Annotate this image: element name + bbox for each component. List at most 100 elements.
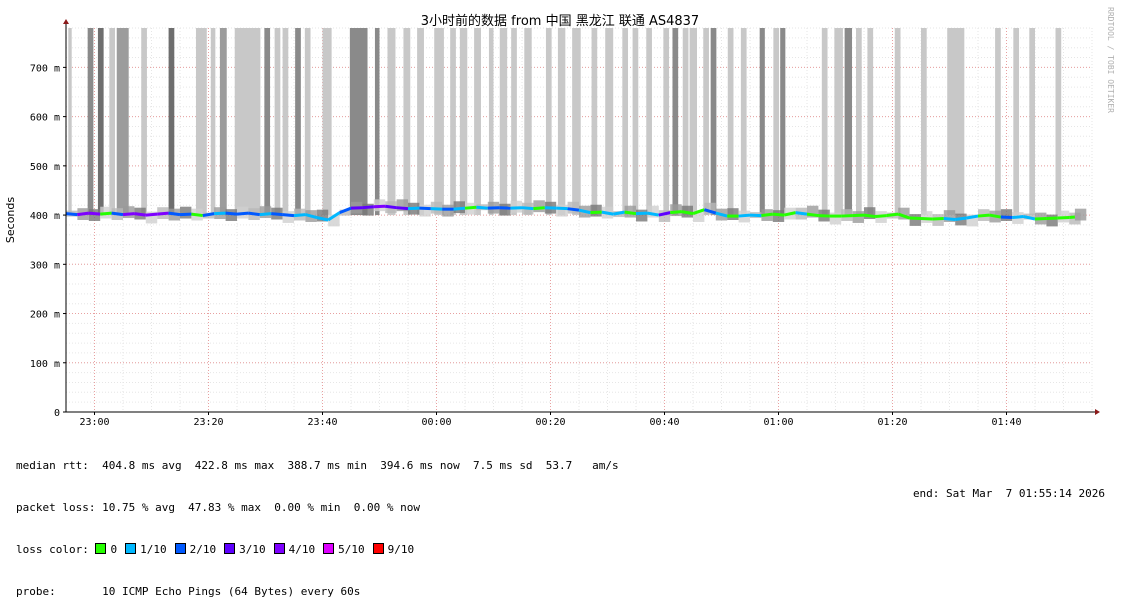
median-segment: [533, 208, 544, 209]
loss-spike: [663, 28, 669, 215]
loss-spike: [524, 28, 531, 215]
median-segment: [602, 212, 613, 214]
loss-spike: [275, 28, 281, 215]
loss-spike: [690, 28, 697, 215]
y-tick-label: 300 m: [30, 260, 60, 271]
loss-spike: [867, 28, 873, 215]
loss-spike: [728, 28, 734, 215]
loss-spike: [434, 28, 444, 215]
loss-swatch: [274, 543, 285, 554]
loss-swatch: [175, 543, 186, 554]
median-segment: [385, 206, 396, 207]
smoke-bar: [636, 210, 647, 222]
loss-spike: [117, 28, 129, 215]
loss-legend-item: 9/10: [373, 543, 415, 556]
end-time-row: end: Sat Mar 7 01:55:14 2026: [900, 473, 1105, 501]
loss-spike: [403, 28, 410, 215]
median-segment: [476, 207, 487, 208]
y-tick-label: 700 m: [30, 63, 60, 74]
loss-spike: [489, 28, 494, 215]
median-segment: [112, 213, 123, 214]
loss-spike: [622, 28, 628, 215]
loss-spike: [834, 28, 843, 215]
loss-spike: [295, 28, 301, 215]
x-tick-label: 23:40: [307, 417, 337, 428]
smoke-bar: [921, 211, 932, 223]
loss-color-label: loss color:: [16, 543, 89, 556]
loss-spike: [350, 28, 368, 215]
median-segment: [875, 216, 886, 217]
median-segment: [761, 214, 772, 215]
median-segment: [670, 212, 681, 213]
median-segment: [989, 215, 1000, 217]
rrdtool-watermark: RRDTOOL / TOBI OETIKER: [1106, 7, 1115, 113]
loss-legend-item: 3/10: [224, 543, 266, 556]
y-tick-label: 100 m: [30, 359, 60, 370]
loss-spike: [633, 28, 639, 215]
smoke-bar: [123, 206, 134, 218]
x-tick-label: 00:20: [535, 417, 565, 428]
median-segment: [89, 213, 100, 214]
loss-spike: [417, 28, 424, 215]
loss-label: 4/10: [289, 543, 316, 556]
median-segment: [955, 218, 966, 219]
loss-spike: [88, 28, 94, 215]
loss-spike: [323, 28, 332, 215]
x-tick-label: 23:20: [193, 417, 223, 428]
median-segment: [465, 207, 476, 208]
loss-spike: [511, 28, 517, 215]
loss-swatch: [224, 543, 235, 554]
loss-spike: [211, 28, 216, 215]
smoke-bar: [283, 211, 294, 223]
y-tick-label: 0: [54, 408, 60, 419]
loss-spike: [109, 28, 115, 215]
median-segment: [169, 213, 180, 214]
median-segment: [978, 215, 989, 216]
loss-spike: [305, 28, 311, 215]
loss-spike: [672, 28, 678, 215]
median-segment: [226, 213, 237, 214]
y-tick-label: 200 m: [30, 310, 60, 321]
median-segment: [146, 214, 157, 215]
loss-spike: [141, 28, 147, 215]
loss-spike: [947, 28, 964, 215]
packet-loss-stats: packet loss: 10.75 % avg 47.83 % max 0.0…: [16, 501, 619, 515]
smoke-bar: [910, 214, 921, 226]
loss-spike: [98, 28, 104, 215]
loss-spike: [592, 28, 598, 215]
probe-info: probe: 10 ICMP Echo Pings (64 Bytes) eve…: [16, 585, 360, 598]
median-segment: [260, 214, 271, 215]
legend: median rtt: 404.8 ms avg 422.8 ms max 38…: [16, 431, 619, 613]
loss-spike: [558, 28, 565, 215]
median-segment: [613, 212, 624, 214]
median-segment: [625, 212, 636, 213]
smoke-bar: [670, 204, 681, 216]
smoke-bar: [180, 207, 191, 219]
median-segment: [283, 215, 294, 216]
median-segment: [203, 214, 214, 216]
loss-label: 3/10: [239, 543, 266, 556]
median-segment: [294, 215, 305, 216]
loss-spike: [572, 28, 581, 215]
loss-spike: [500, 28, 507, 215]
loss-spike: [921, 28, 927, 215]
loss-spike: [387, 28, 395, 215]
x-axis-arrow: [1095, 409, 1100, 415]
loss-spike: [995, 28, 1001, 215]
y-tick-label: 500 m: [30, 162, 60, 173]
loss-spike: [235, 28, 261, 215]
median-segment: [1012, 217, 1023, 218]
loss-legend-item: 4/10: [274, 543, 316, 556]
x-tick-label: 01:40: [991, 417, 1021, 428]
smoke-bar: [1001, 209, 1012, 221]
loss-spike: [1056, 28, 1062, 215]
smoke-bar: [1075, 209, 1086, 221]
loss-swatch: [125, 543, 136, 554]
smoke-bar: [727, 208, 738, 220]
median-segment: [191, 214, 202, 215]
median-segment: [739, 215, 750, 216]
loss-legend-item: 1/10: [125, 543, 167, 556]
loss-spike: [703, 28, 709, 215]
median-segment: [66, 214, 77, 215]
